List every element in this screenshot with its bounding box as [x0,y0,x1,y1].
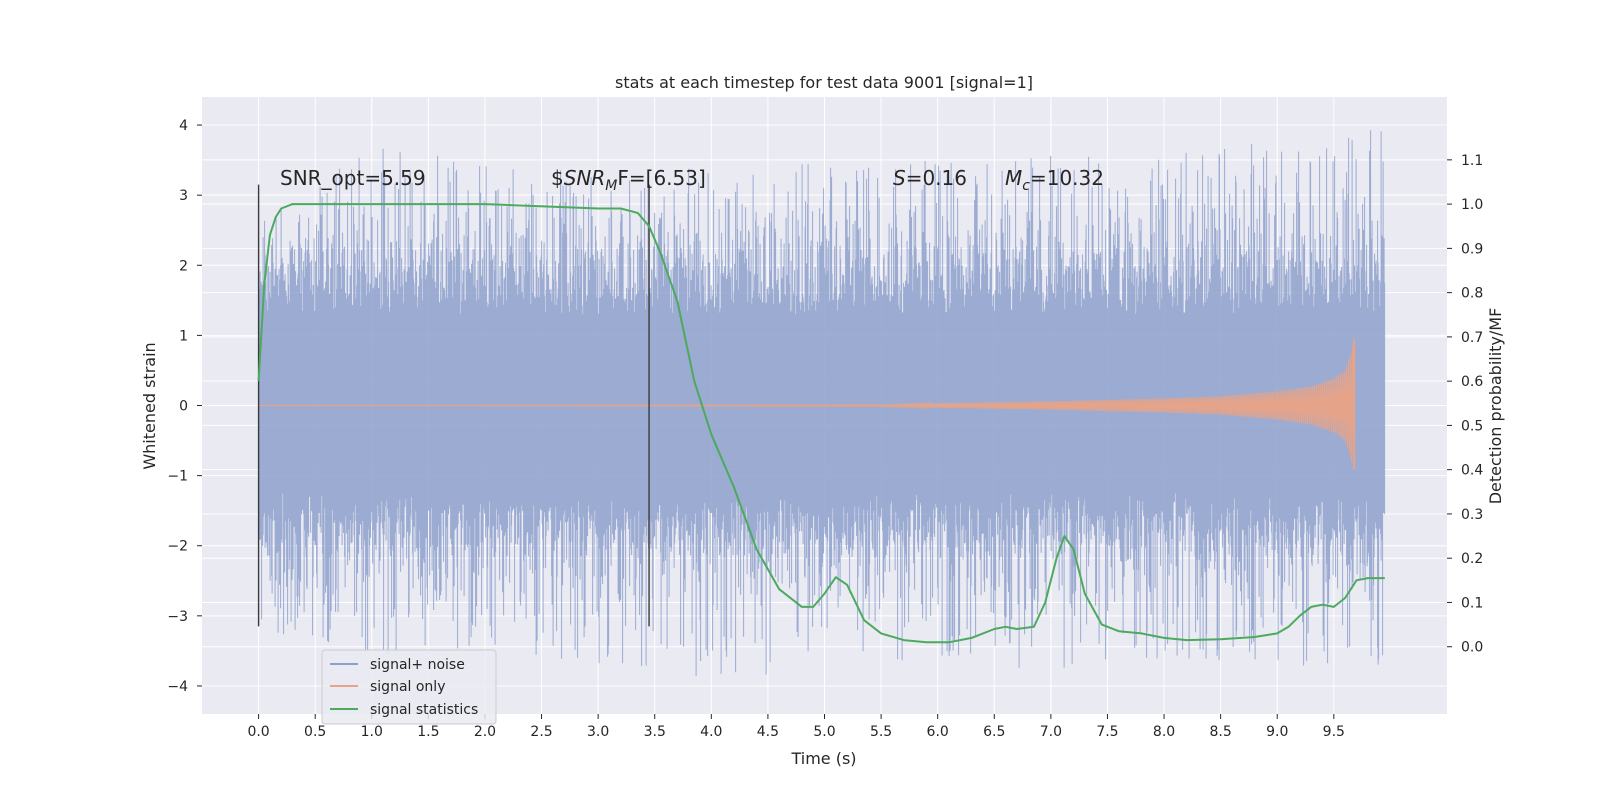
x-tick-label: 8.5 [1210,724,1232,740]
y2-tick-label: 0.5 [1461,418,1483,434]
series-signal-statistics [257,203,1385,644]
x-tick-label: 1.0 [361,724,383,740]
x-tick-label: 9.5 [1323,724,1345,740]
y2-axis-label: Detection probability/MF [1486,308,1505,505]
y2-tick-label: 0.1 [1461,595,1483,611]
y-tick-label: 3 [179,188,188,204]
annotation-s-var: S [893,166,906,190]
annotation-mc: Mc=10.32 [1005,166,1104,194]
y2-tick-label: 0.4 [1461,463,1483,479]
y2-tick-label: 0.2 [1461,551,1483,567]
legend-item-signal-noise: signal+ noise [330,657,465,673]
x-tick-label: 9.0 [1266,724,1288,740]
annotation-snr-mf-suffix: F=[6.53] [617,166,705,190]
x-tick-label: 5.5 [870,724,892,740]
legend-box [321,649,497,725]
x-tick-label: 3.5 [644,724,666,740]
y2-tick-label: 0.9 [1461,241,1483,257]
y-tick-label: −2 [167,539,188,555]
x-tick-label: 7.0 [1040,724,1062,740]
annotation-snr-mf-main: SNR [564,166,606,190]
legend: signal+ noise signal only signal statist… [321,649,497,725]
x-tick-label: 6.0 [927,724,949,740]
x-tick-label: 6.5 [983,724,1005,740]
y2-tick-label: 0.0 [1461,640,1483,656]
x-tick-label: 0.5 [304,724,326,740]
data-layer [257,130,1386,676]
legend-item-signal-statistics: signal statistics [330,702,478,718]
annotation-s: S=0.16 [893,166,967,190]
legend-label-signal-noise: signal+ noise [370,657,465,673]
legend-label-signal-only: signal only [370,679,445,695]
annotation-snr-mf-sub: M [605,178,617,194]
x-tick-label: 8.0 [1153,724,1175,740]
y-tick-label: 2 [179,258,188,274]
x-tick-label: 3.0 [587,724,609,740]
x-tick-label: 5.0 [813,724,835,740]
y2-tick-label: 0.7 [1461,330,1483,346]
x-tick-label: 4.5 [757,724,779,740]
x-tick-label: 4.0 [700,724,722,740]
legend-item-signal-only: signal only [330,679,445,695]
annotation-snr-opt: SNR_opt=5.59 [280,166,426,190]
annotations: SNR_opt=5.59 $SNRMF=[6.53] S=0.16 Mc=10.… [280,166,1104,194]
legend-label-signal-statistics: signal statistics [370,702,478,718]
y2-tick-label: 0.8 [1461,286,1483,302]
x-tick-label: 2.0 [474,724,496,740]
annotation-snr-mf-prefix: $ [551,166,564,190]
annotation-mc-sub: c [1022,178,1030,194]
y-tick-label: −1 [167,469,188,485]
y-tick-label: −4 [167,679,188,695]
y-tick-label: −3 [167,609,188,625]
annotation-mc-var: M [1005,166,1022,190]
y-tick-label: 4 [179,118,188,134]
axes: 0.0 0.5 1.0 1.5 2.0 2.5 3.0 3.5 4.0 4.5 5.0 5.5 6.0 6… [167,118,1483,740]
y-tick-label: 1 [179,328,188,344]
y2-tick-label: 1.1 [1461,153,1483,169]
x-axis-label: Time (s) [790,749,856,768]
series-signal-only [258,345,1355,470]
x-tick-label: 2.5 [530,724,552,740]
y-axis-label: Whitened strain [140,342,159,469]
y-tick-label: 0 [179,399,188,415]
annotation-snr-mf: $SNRMF=[6.53] [551,166,706,194]
annotation-s-val: =0.16 [906,166,967,190]
annotation-mc-val: =10.32 [1030,166,1104,190]
chart-title: stats at each timestep for test data 900… [615,73,1033,92]
x-tick-label: 0.0 [247,724,269,740]
y2-tick-label: 1.0 [1461,197,1483,213]
y2-tick-label: 0.3 [1461,507,1483,523]
y2-tick-label: 0.6 [1461,374,1483,390]
x-tick-label: 7.5 [1096,724,1118,740]
x-tick-label: 1.5 [417,724,439,740]
